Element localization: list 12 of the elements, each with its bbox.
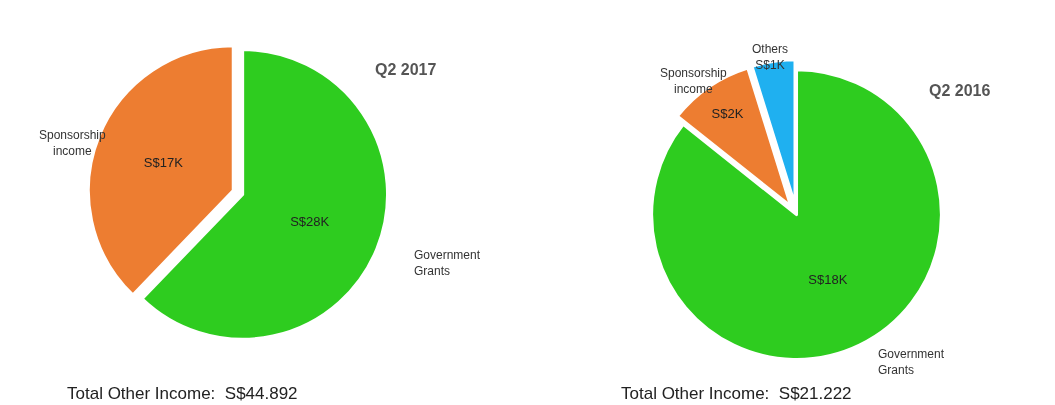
slice-label: Government Grants	[878, 347, 945, 377]
data-label: S$28K	[290, 213, 330, 229]
text: Total Other Income: S$21.222	[621, 384, 852, 403]
data-label: S$18K	[808, 272, 848, 288]
text: Q2 2016	[929, 82, 991, 99]
text: Q2 2017	[375, 61, 437, 78]
data-label: S$2K	[711, 106, 744, 122]
text: Total Other Income: S$44.892	[67, 384, 298, 403]
slice-label: Sponsorship income	[660, 66, 728, 96]
slice-label: Others	[752, 42, 789, 56]
data-label: S$17K	[143, 155, 184, 170]
slice-label: Government Grants	[414, 248, 481, 278]
